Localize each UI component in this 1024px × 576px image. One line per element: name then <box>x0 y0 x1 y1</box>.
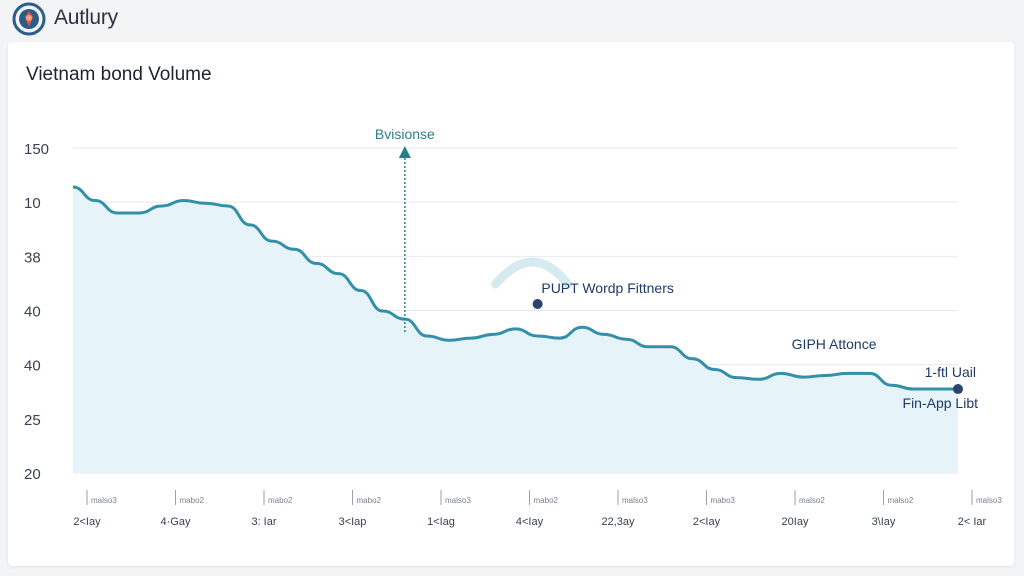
x-tick-sublabel: mabo2 <box>180 496 205 505</box>
x-tick-sublabel: malso3 <box>976 496 1002 505</box>
x-tick-label: 4·Gay <box>161 516 191 528</box>
annotation-label: PUPT Wordp Fittners <box>541 280 674 296</box>
annotation-point <box>532 299 543 309</box>
x-tick-label: 2<Iay <box>73 516 101 528</box>
x-tick-sublabel: mabo2 <box>357 496 382 505</box>
x-tick-sublabel: malso2 <box>799 496 825 505</box>
annotation-label: 1-ftl Uail <box>925 364 976 380</box>
x-tick-sublabel: malso3 <box>91 496 117 505</box>
annotation-label: GIPH Attonce <box>792 336 877 352</box>
annotation-point <box>953 384 963 395</box>
y-tick-label: 10 <box>24 195 41 212</box>
x-tick-label: 2< Iar <box>958 516 987 528</box>
x-tick-label: 20Iay <box>782 516 809 528</box>
x-tick-sublabel: malso2 <box>888 496 914 505</box>
y-tick-label: 40 <box>24 304 41 321</box>
annotation-label: Fin-App Libt <box>903 395 979 411</box>
y-axis-ticks: 150 10 38 40 40 25 20 <box>24 141 49 483</box>
x-tick-label: 2<Iay <box>693 516 721 528</box>
y-tick-label: 38 <box>24 249 41 266</box>
x-axis-ticks: malso3 2<Iay mabo2 4·Gay mabo2 3: Iar mabo2 3<I… <box>73 490 1002 528</box>
annotation-arc <box>491 257 573 289</box>
y-tick-label: 40 <box>24 358 41 375</box>
x-tick-label: 3\Iay <box>872 516 896 528</box>
x-tick-sublabel: malso3 <box>445 496 471 505</box>
top-bar: Autlury <box>0 0 1024 40</box>
x-tick-sublabel: mabo3 <box>711 496 736 505</box>
x-tick-label: 22,3ay <box>601 516 635 528</box>
x-tick-label: 3<Iap <box>339 516 367 528</box>
annotation-arrow-head <box>398 146 411 158</box>
annotation-label: Bvisionse <box>375 126 435 142</box>
annotations: Bvisionse PUPT Wordp Fittners GIPH Attonce… <box>375 126 978 411</box>
x-tick-label: 3: Iar <box>251 516 276 528</box>
brand-logo-icon[interactable] <box>12 2 46 36</box>
x-tick-sublabel: malso3 <box>622 496 648 505</box>
y-tick-label: 20 <box>24 466 41 483</box>
x-tick-label: 4<Iay <box>516 516 544 528</box>
series-line <box>72 185 958 391</box>
y-tick-label: 25 <box>24 412 41 429</box>
x-tick-label: 1<Iag <box>427 516 455 528</box>
y-tick-label: 150 <box>24 141 49 158</box>
x-tick-sublabel: mabo2 <box>268 496 293 505</box>
app-title: Autlury <box>54 6 118 29</box>
x-tick-sublabel: mabo2 <box>534 496 559 505</box>
chart-title: Vietnam bond Volume <box>26 64 212 85</box>
